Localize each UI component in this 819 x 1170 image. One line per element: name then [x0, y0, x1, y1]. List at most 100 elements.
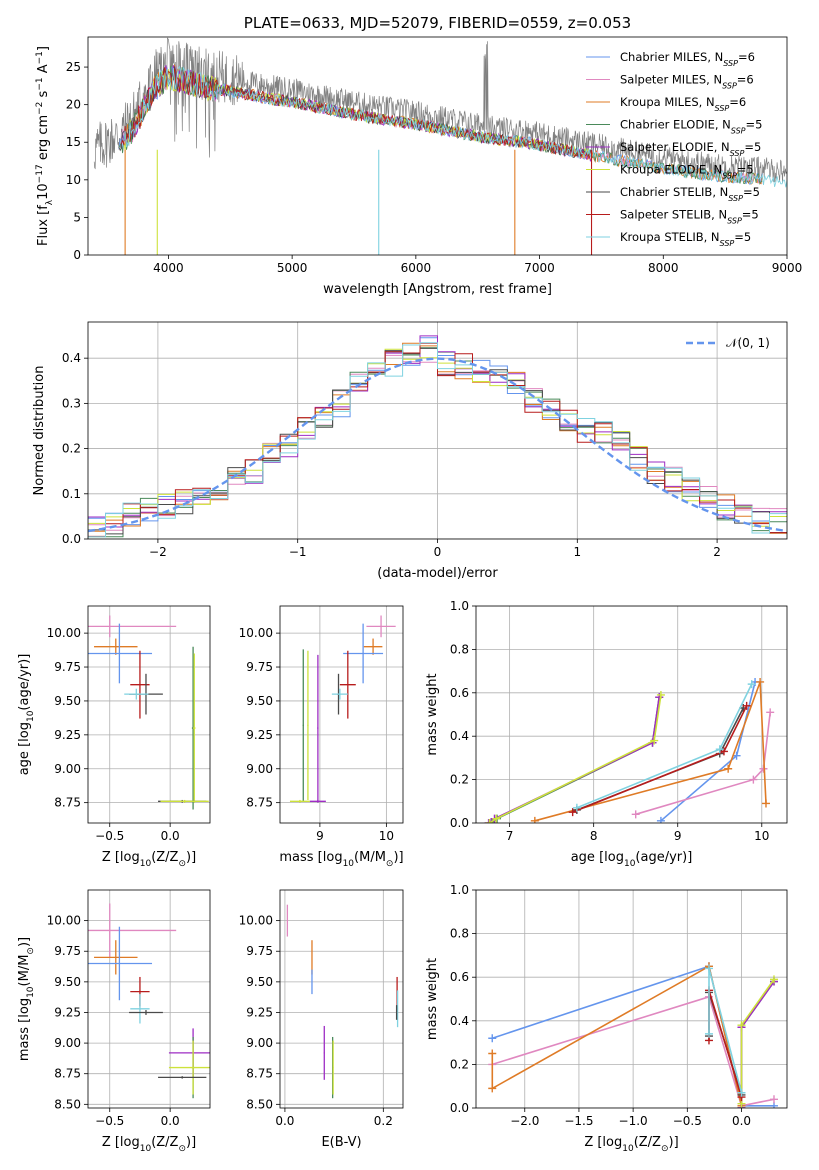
label-part: mass [log	[279, 850, 342, 865]
y-tick-label: 9.50	[54, 694, 81, 708]
x-tick-label: 9000	[772, 261, 803, 275]
axes-frame	[475, 889, 788, 1109]
y-tick-label: 8.75	[54, 1067, 81, 1081]
axes-frame	[87, 321, 788, 540]
legend-tail: =5	[744, 140, 761, 154]
weight-marker-salp_miles	[769, 1095, 778, 1104]
weight-marker-salp_miles	[766, 708, 775, 717]
legend-text: Chabrier ELODIE, N	[620, 118, 731, 132]
y-tick-label: 9.50	[54, 975, 81, 989]
x-tick-label: −0.5	[95, 1114, 124, 1128]
y-tick-label: 0.0	[450, 816, 469, 830]
weight-marker-krou_miles	[530, 816, 539, 823]
y-tick-label: 8.75	[54, 796, 81, 810]
plot-area	[88, 890, 210, 1108]
weight-marker-krou_stel	[747, 680, 756, 689]
legend-tail: =6	[729, 95, 746, 109]
y-tick-label: 8.50	[246, 1097, 273, 1111]
legend-label-normal: 𝒩(0, 1)	[726, 336, 770, 350]
x-axis-label: Z [log10(Z/Z⊙)]	[102, 850, 196, 869]
label-part: −1	[35, 51, 45, 64]
y-tick-label: 9.00	[246, 1036, 273, 1050]
axes-frame	[87, 605, 211, 824]
weight-line-salp_stel	[572, 705, 748, 813]
y-tick-label: 9.75	[54, 944, 81, 958]
weight-marker-chab_miles	[488, 1034, 497, 1043]
weight-line-krou_miles	[534, 681, 767, 822]
y-tick-label: 9.25	[246, 728, 273, 742]
y-tick-label: 10.00	[47, 914, 81, 928]
weight-line-salp_stel	[708, 990, 743, 1098]
y-tick-label: 1.0	[450, 883, 469, 897]
legend-sub: SSP	[723, 59, 738, 68]
label-part: Flux [f	[36, 205, 51, 246]
x-axis-label: mass [log10(M/M⊙)]	[279, 850, 403, 869]
label-part: )]	[186, 1135, 196, 1150]
x-tick-label: 4000	[153, 261, 184, 275]
y-tick-label: 1.0	[450, 599, 469, 613]
panel-6: −0.5 0.0 8.50 8.75 9.00 9.25 9.50 9.75 10.00 Z [l…	[17, 889, 211, 1154]
weight-marker-krou_stel	[737, 1088, 746, 1097]
x-tick-label: 2	[713, 545, 721, 559]
legend-tail: =5	[742, 208, 759, 222]
weight-line-chab_elod	[490, 696, 660, 823]
y-tick-label: 0.4	[450, 729, 469, 743]
legend-label-krou_stel: Kroupa STELIB, NSSP=5	[620, 230, 751, 248]
y-axis-label: Normed distribution	[32, 366, 47, 496]
weight-line-salp_miles	[492, 995, 775, 1107]
weight-line-krou_elod	[740, 978, 775, 1104]
weight-line-krou_stel	[576, 683, 753, 809]
x-axis-label: Z [log10(Z/Z⊙)]	[102, 1135, 196, 1154]
legend-label-chab_elod: Chabrier ELODIE, NSSP=5	[620, 118, 762, 136]
x-tick-label: −1.0	[619, 1114, 648, 1128]
y-tick-label: 9.00	[54, 1036, 81, 1050]
x-tick-label: 0	[434, 545, 442, 559]
axes-frame	[87, 889, 211, 1109]
weight-marker-salp_miles	[631, 810, 640, 819]
x-tick-label: 0.0	[161, 829, 180, 843]
x-axis-label: wavelength [Angstrom, rest frame]	[323, 282, 552, 297]
weight-marker-krou_stel	[704, 964, 713, 973]
legend-sub: SSP	[715, 104, 730, 113]
label-part: ⊙	[178, 859, 186, 869]
y-tick-label: 0.8	[450, 642, 469, 656]
legend-label-salp_elod: Salpeter ELODIE, NSSP=5	[620, 140, 761, 158]
weight-line-salp_miles	[635, 712, 771, 816]
y-tick-label: 9.25	[246, 1005, 273, 1019]
label-part: 10	[624, 859, 636, 869]
weight-marker-krou_elod	[650, 736, 659, 745]
y-tick-label: 9.75	[246, 944, 273, 958]
weight-line-krou_stel	[708, 968, 743, 1093]
label-part: (age/yr)]	[17, 654, 32, 711]
y-tick-label: 9.00	[246, 762, 273, 776]
x-axis-label: (data-model)/error	[377, 566, 498, 581]
x-axis-label: E(B-V)	[321, 1135, 361, 1150]
weight-marker-chab_miles	[732, 751, 741, 760]
y-tick-label: 9.50	[246, 975, 273, 989]
histogram-krou_stel	[88, 342, 787, 539]
plot-area	[93, 37, 787, 255]
x-tick-label: 8	[590, 829, 598, 843]
weight-line-krou_miles	[491, 965, 743, 1106]
y-tick-label: 10.00	[239, 626, 273, 640]
y-tick-label: 10.00	[47, 626, 81, 640]
x-tick-label: 8000	[648, 261, 679, 275]
x-tick-label: −2	[149, 545, 167, 559]
legend-text: Kroupa MILES, N	[620, 95, 715, 109]
weight-marker-krou_miles	[761, 799, 770, 808]
label-part: (age/yr)]	[635, 850, 692, 865]
weight-marker-chab_miles	[656, 816, 665, 823]
y-tick-label: 0.6	[450, 686, 469, 700]
x-tick-label: −0.5	[673, 1114, 702, 1128]
label-part: 10	[26, 710, 36, 722]
plot-area	[476, 890, 787, 1108]
weight-line-salp_elod	[740, 981, 775, 1108]
label-part: Z [log	[102, 850, 140, 865]
y-tick-label: 8.50	[54, 1097, 81, 1111]
legend-tail: =6	[737, 73, 754, 87]
label-part: −17	[35, 164, 45, 183]
plot-area	[88, 322, 787, 539]
legend-label-salp_miles: Salpeter MILES, NSSP=6	[620, 73, 754, 91]
weight-marker-krou_stel	[715, 745, 724, 754]
label-part: 10	[140, 1144, 152, 1154]
